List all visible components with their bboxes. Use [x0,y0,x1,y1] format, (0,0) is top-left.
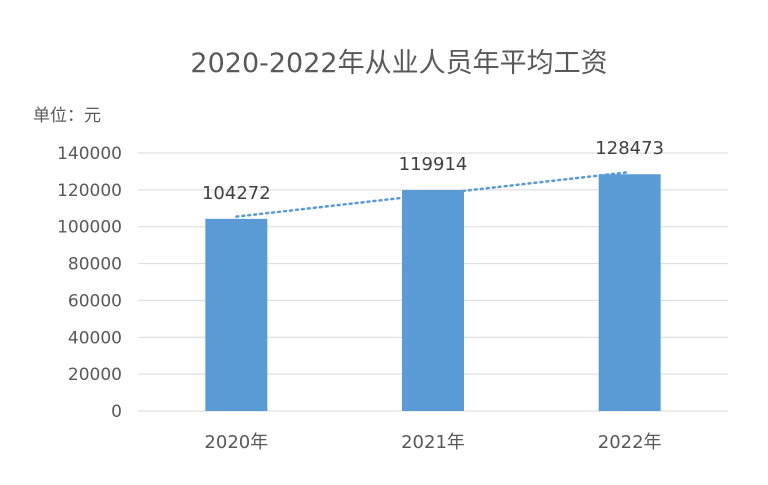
x-tick-label: 2020年 [204,432,268,453]
data-label: 128473 [595,138,664,159]
y-tick-label: 0 [111,402,122,422]
data-label: 119914 [399,154,468,175]
bars [205,174,661,411]
bar [205,218,268,411]
y-tick-label: 40000 [68,328,122,348]
chart-title: 2020-2022年从业人员年平均工资 [190,48,607,79]
data-labels: 104272 119914 128473 [202,138,664,204]
y-tick-label: 140000 [57,144,122,164]
y-tick-label: 100000 [57,218,122,238]
bar [402,190,464,411]
x-tick-label: 2022年 [598,432,662,453]
x-axis-ticks: 2020年 2021年 2022年 [204,432,661,453]
y-tick-label: 60000 [68,291,122,311]
y-tick-label: 80000 [68,255,122,275]
trendline-path [235,170,631,218]
data-label: 104272 [202,183,271,204]
trendline [235,170,631,218]
bar [598,174,661,411]
y-tick-label: 120000 [57,181,122,201]
y-tick-label: 20000 [68,365,122,385]
y-axis-ticks: 0 20000 40000 60000 80000 100000 120000 140000 [57,144,122,422]
x-tick-label: 2021年 [401,432,465,453]
unit-label: 单位：元 [33,106,101,126]
